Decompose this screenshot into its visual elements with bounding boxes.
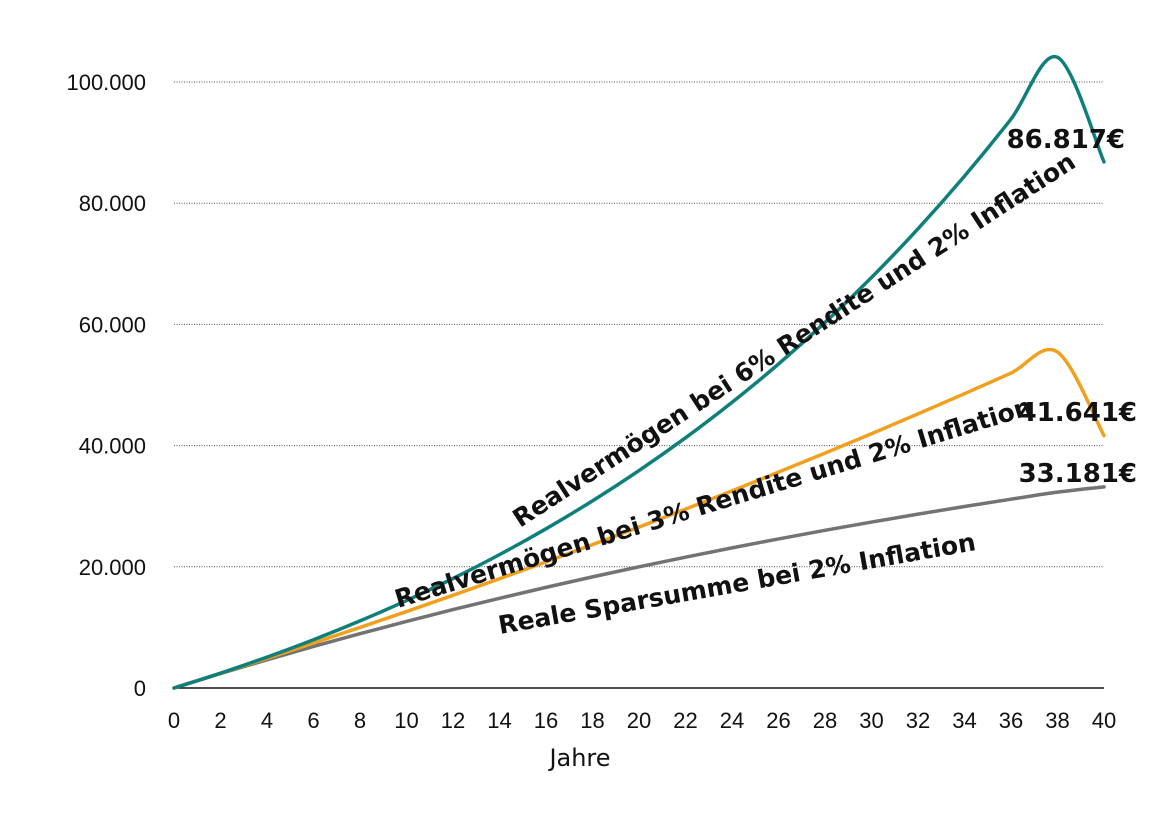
x-axis-label: Jahre xyxy=(547,744,610,772)
end-label-series-1: 86.817€ xyxy=(1007,125,1125,155)
end-label-series-3: 33.181€ xyxy=(1019,459,1137,489)
x-tick-label: 28 xyxy=(813,708,837,733)
x-tick-label: 12 xyxy=(441,708,465,733)
grid-lines xyxy=(174,81,1104,568)
x-axis-ticks: 0 2 4 6 8 10 12 14 16 18 20 22 24 26 28 30 32 34 36 38 40 xyxy=(168,708,1116,733)
y-tick-label: 60.000 xyxy=(79,312,146,337)
x-tick-label: 2 xyxy=(214,708,226,733)
x-tick-label: 38 xyxy=(1045,708,1069,733)
series-line-2 xyxy=(172,347,1106,690)
x-tick-label: 0 xyxy=(168,708,180,733)
x-tick-label: 40 xyxy=(1092,708,1116,733)
x-tick-label: 10 xyxy=(394,708,418,733)
x-tick-label: 34 xyxy=(952,708,976,733)
series-line-3 xyxy=(172,485,1106,690)
x-tick-label: 24 xyxy=(720,708,744,733)
x-tick-label: 36 xyxy=(999,708,1023,733)
x-tick-label: 16 xyxy=(534,708,558,733)
x-tick-label: 22 xyxy=(673,708,697,733)
x-tick-label: 6 xyxy=(307,708,319,733)
x-tick-label: 8 xyxy=(354,708,366,733)
end-label-series-2: 41.641€ xyxy=(1019,398,1137,428)
y-tick-label: 0 xyxy=(134,676,146,701)
series-lines xyxy=(172,55,1106,690)
y-tick-label: 40.000 xyxy=(79,434,146,459)
x-tick-label: 18 xyxy=(580,708,604,733)
y-axis-ticks: 0 20.000 40.000 60.000 80.000 100.000 xyxy=(66,70,146,701)
x-tick-label: 4 xyxy=(261,708,273,733)
y-tick-label: 80.000 xyxy=(79,191,146,216)
y-tick-label: 20.000 xyxy=(79,555,146,580)
x-tick-label: 30 xyxy=(859,708,883,733)
x-tick-label: 14 xyxy=(487,708,511,733)
x-tick-label: 32 xyxy=(906,708,930,733)
x-tick-label: 26 xyxy=(766,708,790,733)
series-line-1 xyxy=(172,55,1106,690)
x-tick-label: 20 xyxy=(627,708,651,733)
y-tick-label: 100.000 xyxy=(66,70,146,95)
